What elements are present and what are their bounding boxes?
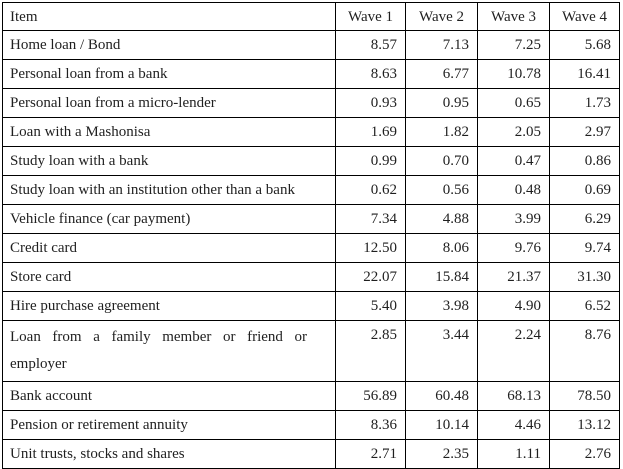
value-cell: 0.95 [405,88,478,118]
table-row: Hire purchase agreement 5.40 3.98 4.90 6… [2,291,620,321]
table-row: Store card 22.07 15.84 21.37 31.30 [2,262,620,292]
value-cell: 5.40 [335,291,406,321]
column-header-wave1: Wave 1 [335,2,406,31]
value-cell: 4.88 [405,204,478,234]
item-cell: Credit card [2,233,336,263]
item-cell: Personal loan from a micro-lender [2,88,336,118]
value-cell: 16.41 [549,59,620,89]
value-cell: 2.76 [549,439,620,469]
value-cell: 0.69 [549,175,620,205]
value-cell: 3.99 [477,204,550,234]
column-header-wave3: Wave 3 [477,2,550,31]
value-cell: 0.48 [477,175,550,205]
value-cell: 0.47 [477,146,550,176]
table-row: Study loan with a bank 0.99 0.70 0.47 0.… [2,146,620,176]
column-header-wave2: Wave 2 [405,2,478,31]
value-cell: 0.56 [405,175,478,205]
value-cell: 60.48 [405,381,478,411]
value-cell: 21.37 [477,262,550,292]
value-cell: 0.62 [335,175,406,205]
value-cell: 0.99 [335,146,406,176]
value-cell: 22.07 [335,262,406,292]
table-row: Loan from a family member or friend or e… [2,320,620,382]
value-cell: 9.74 [549,233,620,263]
column-header-item: Item [2,2,336,31]
table-row: Personal loan from a micro-lender 0.93 0… [2,88,620,118]
value-cell: 1.82 [405,117,478,147]
value-cell: 78.50 [549,381,620,411]
value-cell: 2.35 [405,439,478,469]
value-cell: 8.76 [549,320,620,382]
value-cell: 2.05 [477,117,550,147]
value-cell: 8.36 [335,410,406,440]
table-row: Home loan / Bond 8.57 7.13 7.25 5.68 [2,30,620,60]
table-row: Bank account 56.89 60.48 68.13 78.50 [2,381,620,411]
value-cell: 2.85 [335,320,406,382]
table-row: Personal loan from a bank 8.63 6.77 10.7… [2,59,620,89]
value-cell: 1.73 [549,88,620,118]
value-cell: 2.71 [335,439,406,469]
value-cell: 15.84 [405,262,478,292]
value-cell: 6.77 [405,59,478,89]
table-row: Unit trusts, stocks and shares 2.71 2.35… [2,439,620,469]
item-cell: Hire purchase agreement [2,291,336,321]
value-cell: 5.68 [549,30,620,60]
header-row: Item Wave 1 Wave 2 Wave 3 Wave 4 [2,2,620,31]
value-cell: 68.13 [477,381,550,411]
item-cell: Pension or retirement annuity [2,410,336,440]
value-cell: 8.57 [335,30,406,60]
value-cell: 6.52 [549,291,620,321]
item-cell: Study loan with a bank [2,146,336,176]
value-cell: 12.50 [335,233,406,263]
item-cell: Loan from a family member or friend or e… [2,320,336,382]
table-row: Loan with a Mashonisa 1.69 1.82 2.05 2.9… [2,117,620,147]
value-cell: 3.44 [405,320,478,382]
item-cell: Study loan with an institution other tha… [2,175,336,205]
item-cell: Home loan / Bond [2,30,336,60]
value-cell: 6.29 [549,204,620,234]
value-cell: 13.12 [549,410,620,440]
item-cell: Personal loan from a bank [2,59,336,89]
value-cell: 8.63 [335,59,406,89]
value-cell: 4.46 [477,410,550,440]
value-cell: 7.25 [477,30,550,60]
value-cell: 31.30 [549,262,620,292]
value-cell: 0.86 [549,146,620,176]
value-cell: 10.78 [477,59,550,89]
column-header-wave4: Wave 4 [549,2,620,31]
table-row: Study loan with an institution other tha… [2,175,620,205]
value-cell: 10.14 [405,410,478,440]
value-cell: 3.98 [405,291,478,321]
table-row: Pension or retirement annuity 8.36 10.14… [2,410,620,440]
table-row: Credit card 12.50 8.06 9.76 9.74 [2,233,620,263]
value-cell: 4.90 [477,291,550,321]
value-cell: 56.89 [335,381,406,411]
value-cell: 9.76 [477,233,550,263]
item-cell: Bank account [2,381,336,411]
value-cell: 0.70 [405,146,478,176]
value-cell: 1.69 [335,117,406,147]
value-cell: 1.11 [477,439,550,469]
value-cell: 0.93 [335,88,406,118]
item-cell: Loan with a Mashonisa [2,117,336,147]
value-cell: 2.97 [549,117,620,147]
item-cell: Store card [2,262,336,292]
item-cell: Vehicle finance (car payment) [2,204,336,234]
value-cell: 0.65 [477,88,550,118]
item-cell: Unit trusts, stocks and shares [2,439,336,469]
value-cell: 2.24 [477,320,550,382]
table-row: Vehicle finance (car payment) 7.34 4.88 … [2,204,620,234]
value-cell: 7.34 [335,204,406,234]
value-cell: 7.13 [405,30,478,60]
value-cell: 8.06 [405,233,478,263]
